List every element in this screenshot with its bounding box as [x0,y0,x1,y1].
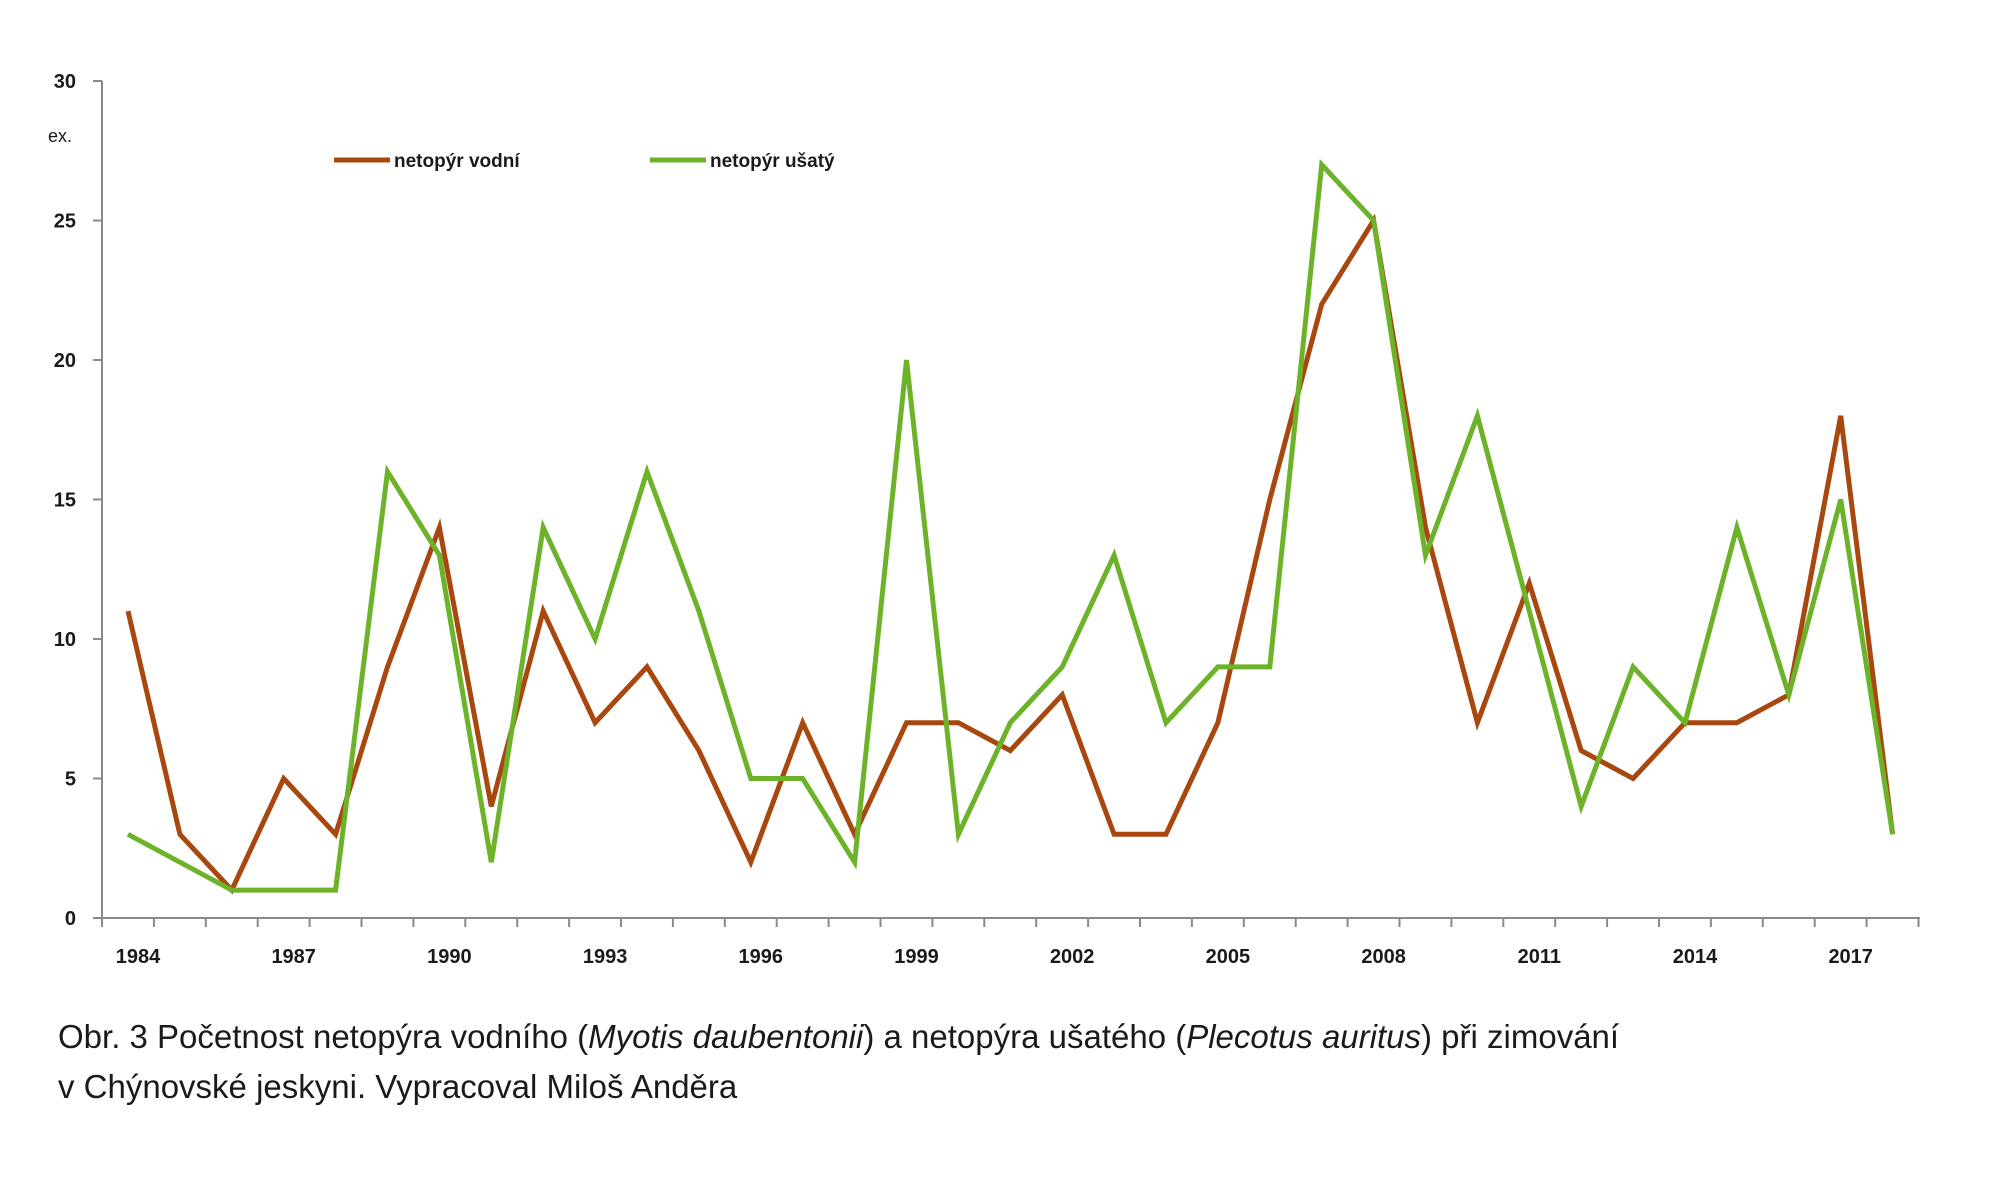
x-tick-label: 2008 [1361,946,1406,968]
x-tick-labels: 1984 1987 1990 1993 1996 1999 2002 2005 2008 2011… [116,946,1873,968]
x-tick-label: 2011 [1518,946,1561,968]
series-line-0 [125,213,1896,895]
caption-text-1: Obr. 3 Početnost netopýra vodního ( [58,1018,589,1055]
line-chart: 0 5 10 15 20 25 30 1984 1987 1990 1993 1996 1999 200… [48,71,1920,968]
y-axis-unit: ex. [48,126,72,146]
x-tick-label: 2017 [1828,946,1873,968]
chart-axes [93,80,1920,927]
x-tick-label: 1993 [583,946,628,968]
caption-species-1: Myotis daubentonii [588,1018,864,1055]
y-tick-label: 15 [54,490,76,512]
caption-text-3: ) při zimování [1421,1018,1620,1055]
x-tick-label: 2014 [1673,946,1718,968]
legend-label-vodni: netopýr vodní [394,151,520,172]
series-lines [125,158,1896,895]
y-tick-label: 30 [54,71,76,93]
y-tick-label: 25 [54,211,76,233]
y-tick-label: 10 [54,629,76,651]
x-tick-label: 2005 [1206,946,1251,968]
series-line-1 [126,158,1896,893]
caption-species-2: Plecotus auritus [1186,1018,1422,1055]
legend: netopýr vodní netopýr ušatý [334,151,835,172]
x-tick-label: 1984 [116,946,161,968]
x-tick-label: 1990 [427,946,472,968]
y-tick-label: 5 [65,769,76,791]
y-tick-labels: 0 5 10 15 20 25 30 [54,71,76,930]
x-tick-label: 1996 [739,946,784,968]
x-tick-label: 2002 [1050,946,1095,968]
caption-text-2: ) a netopýra ušatého ( [863,1018,1187,1055]
y-tick-label: 0 [65,908,76,930]
x-tick-label: 1999 [894,946,939,968]
caption-line-1: Obr. 3 Početnost netopýra vodního (Myoti… [58,1012,1958,1062]
legend-label-usaty: netopýr ušatý [710,151,835,172]
x-tick-label: 1987 [271,946,316,968]
caption-line-2: v Chýnovské jeskyni. Vypracoval Miloš An… [58,1068,738,1105]
figure-caption: Obr. 3 Početnost netopýra vodního (Myoti… [58,1012,1958,1112]
y-tick-label: 20 [54,350,76,372]
